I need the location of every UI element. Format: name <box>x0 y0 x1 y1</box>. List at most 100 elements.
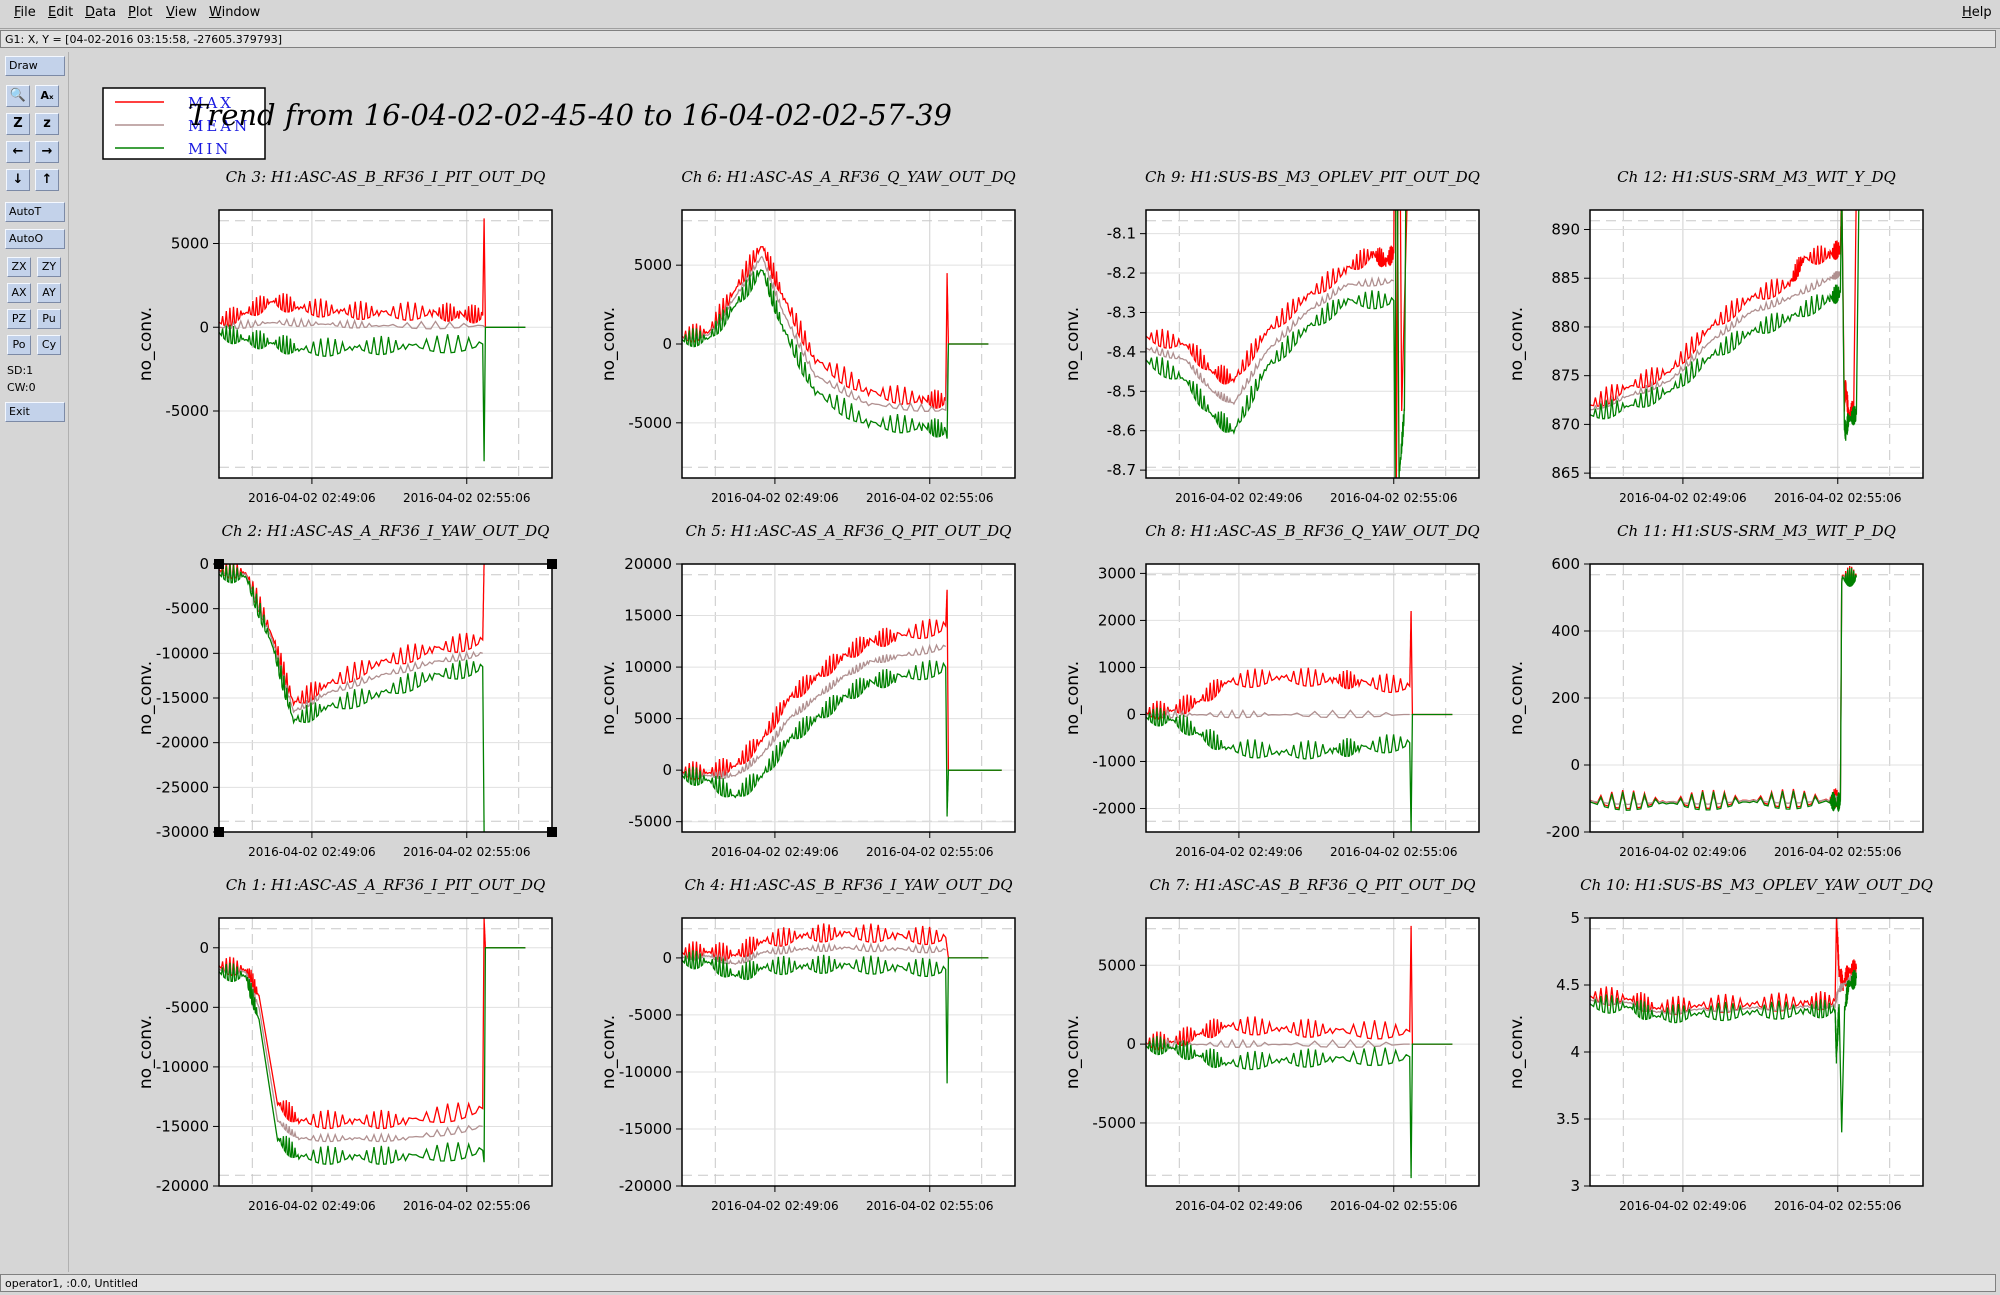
menu-edit[interactable]: Edit <box>48 5 74 20</box>
menu-file[interactable]: File <box>14 5 36 20</box>
cw-readout: CW:0 <box>7 381 36 394</box>
session-status: operator1, :0.0, Untitled <box>0 1274 1996 1292</box>
y-tick-label: 3 <box>1570 1177 1580 1195</box>
ay-button[interactable]: AY <box>37 283 61 303</box>
autot-button[interactable]: AutoT <box>5 202 65 222</box>
chart-panel-9[interactable]: Ch 1: H1:ASC-AS_A_RF36_I_PIT_OUT_DQ 0 -500… <box>136 876 553 1213</box>
left-arrow-icon[interactable]: ← <box>6 141 30 163</box>
chart-panel-11[interactable]: Ch 7: H1:ASC-AS_B_RF36_Q_PIT_OUT_DQ 5000 0… <box>1063 876 1480 1213</box>
series-max <box>682 589 1002 781</box>
selection-handle[interactable] <box>214 827 224 837</box>
y-tick-label: 0 <box>1126 705 1136 723</box>
up-arrow-icon[interactable]: ↑ <box>35 169 59 191</box>
x-tick-label: 2016-04-02 02:49:06 <box>1619 845 1746 859</box>
y-tick-label: -15000 <box>619 1120 672 1138</box>
y-tick-label: 880 <box>1551 318 1580 336</box>
y-tick-label: 3000 <box>1098 564 1136 582</box>
chart-panel-10[interactable]: Ch 4: H1:ASC-AS_B_RF36_I_YAW_OUT_DQ 0 -500… <box>599 876 1016 1213</box>
chart-panel-7[interactable]: Ch 8: H1:ASC-AS_B_RF36_Q_YAW_OUT_DQ 3000 2… <box>1063 522 1480 859</box>
y-axis-label: no_conv. <box>1063 307 1083 381</box>
y-tick-label: -5000 <box>165 600 209 618</box>
menu-view[interactable]: View <box>166 5 197 20</box>
series-mean <box>1590 270 1841 411</box>
y-axis-label: no_conv. <box>136 661 156 735</box>
menu-data[interactable]: Data <box>85 5 117 20</box>
y-axis-label: no_conv. <box>1507 307 1527 381</box>
x-tick-label: 2016-04-02 02:55:06 <box>1330 1199 1457 1213</box>
chart-panel-12[interactable]: Ch 10: H1:SUS-BS_M3_OPLEV_YAW_OUT_DQ5 4.5… <box>1507 876 1933 1213</box>
zy-button[interactable]: ZY <box>37 257 61 277</box>
chart-panel-2[interactable]: Ch 6: H1:ASC-AS_A_RF36_Q_YAW_OUT_DQ 5000 0… <box>599 168 1016 505</box>
zoom-in-icon[interactable]: Z <box>6 113 30 135</box>
series-group <box>682 589 1002 817</box>
chart-panel-8[interactable]: Ch 11: H1:SUS-SRM_M3_WIT_P_DQ 600 400 200 0 -… <box>1507 522 1924 859</box>
chart-panel-5[interactable]: Ch 2: H1:ASC-AS_A_RF36_I_YAW_OUT_DQ 0 -500… <box>136 522 557 859</box>
chart-title: Ch 6: H1:ASC-AS_A_RF36_Q_YAW_OUT_DQ <box>681 168 1015 186</box>
down-arrow-icon[interactable]: ↓ <box>6 169 30 191</box>
x-tick-label: 2016-04-02 02:49:06 <box>1619 491 1746 505</box>
x-tick-label: 2016-04-02 02:49:06 <box>248 491 375 505</box>
ax-button[interactable]: AX <box>7 283 31 303</box>
x-tick-label: 2016-04-02 02:49:06 <box>1619 1199 1746 1213</box>
x-tick-label: 2016-04-02 02:49:06 <box>248 845 375 859</box>
plot-frame <box>681 563 1016 833</box>
menu-bar: File Edit Data Plot View Window Help <box>0 0 2000 29</box>
chart-title: Ch 4: H1:ASC-AS_B_RF36_I_YAW_OUT_DQ <box>684 876 1012 894</box>
plot-canvas[interactable]: MAX MEAN MIN Trend from 16-04-02-02-45-40 … <box>70 52 1996 1272</box>
x-tick-label: 2016-04-02 02:49:06 <box>711 845 838 859</box>
y-tick-label: 1000 <box>1098 658 1136 676</box>
right-arrow-icon[interactable]: → <box>35 141 59 163</box>
draw-button[interactable]: Draw <box>5 56 65 76</box>
x-tick-label: 2016-04-02 02:55:06 <box>403 491 530 505</box>
pz-button[interactable]: PZ <box>7 309 31 329</box>
menu-window[interactable]: Window <box>209 5 261 20</box>
x-tick-label: 2016-04-02 02:55:06 <box>1774 1199 1901 1213</box>
y-tick-label: -10000 <box>156 644 209 662</box>
selection-handle[interactable] <box>547 827 557 837</box>
legend-label-max: MAX <box>188 94 234 112</box>
y-tick-label: 5000 <box>634 256 672 274</box>
x-tick-label: 2016-04-02 02:55:06 <box>866 491 993 505</box>
menu-help[interactable]: Help <box>1962 5 1992 20</box>
y-tick-label: 890 <box>1551 220 1580 238</box>
y-axis-label: no_conv. <box>599 1015 619 1089</box>
zoom-out-icon[interactable]: z <box>35 113 59 135</box>
chart-panel-3[interactable]: Ch 9: H1:SUS-BS_M3_OPLEV_PIT_OUT_DQ -8.1 -… <box>1063 52 1480 505</box>
x-tick-label: 2016-04-02 02:55:06 <box>1774 845 1901 859</box>
chart-panel-6[interactable]: Ch 5: H1:ASC-AS_A_RF36_Q_PIT_OUT_DQ 20000… <box>599 522 1016 859</box>
y-tick-label: -8.5 <box>1107 382 1136 400</box>
text-icon[interactable]: Aₓ <box>35 85 59 107</box>
x-tick-label: 2016-04-02 02:55:06 <box>403 1199 530 1213</box>
plot-background <box>1146 564 1479 832</box>
selection-handle[interactable] <box>214 559 224 569</box>
y-tick-label: 4.5 <box>1556 976 1580 994</box>
autoo-button[interactable]: AutoO <box>5 229 65 249</box>
chart-title: Ch 9: H1:SUS-BS_M3_OPLEV_PIT_OUT_DQ <box>1145 168 1480 186</box>
chart-panel-4[interactable]: Ch 12: H1:SUS-SRM_M3_WIT_Y_DQ 890 885 880 87… <box>1507 168 1924 505</box>
po-button[interactable]: Po <box>7 335 31 355</box>
selection-handle[interactable] <box>547 559 557 569</box>
plot-background <box>1146 210 1479 478</box>
chart-panel-1[interactable]: Ch 3: H1:ASC-AS_B_RF36_I_PIT_OUT_DQ 5000 0… <box>136 168 553 505</box>
pu-button[interactable]: Pu <box>37 309 61 329</box>
chart-title: Ch 8: H1:ASC-AS_B_RF36_Q_YAW_OUT_DQ <box>1145 522 1479 540</box>
menu-plot[interactable]: Plot <box>128 5 153 20</box>
series-min <box>1146 707 1453 832</box>
zx-button[interactable]: ZX <box>7 257 31 277</box>
series-mean <box>1146 708 1410 719</box>
series-mean <box>682 941 946 965</box>
y-tick-label: -30000 <box>156 823 209 841</box>
magnify-icon[interactable]: 🔍 <box>6 85 30 107</box>
y-tick-label: 600 <box>1551 555 1580 573</box>
y-tick-label: -15000 <box>156 689 209 707</box>
chart-title: Ch 3: H1:ASC-AS_B_RF36_I_PIT_OUT_DQ <box>226 168 546 186</box>
y-tick-label: -25000 <box>156 778 209 796</box>
cy-button[interactable]: Cy <box>37 335 61 355</box>
plot-frame <box>1589 209 1924 479</box>
series-group <box>1146 210 1408 478</box>
exit-button[interactable]: Exit <box>5 402 65 422</box>
series-min <box>1590 969 1858 1133</box>
chart-title: Ch 1: H1:ASC-AS_A_RF36_I_PIT_OUT_DQ <box>226 876 546 894</box>
plot-frame <box>681 209 1016 479</box>
series-mean <box>682 643 947 780</box>
